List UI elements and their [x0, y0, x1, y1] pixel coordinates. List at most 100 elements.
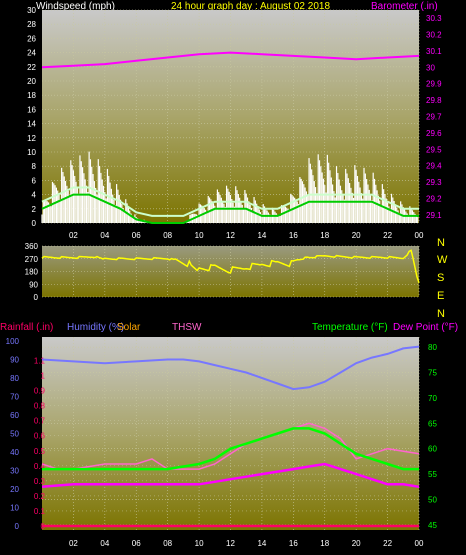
left-tick-label: 24 [27, 49, 36, 58]
x-tick-label: 18 [320, 539, 329, 548]
rain-tick-label: 1 [41, 372, 46, 381]
temperature-line [42, 427, 419, 471]
direction-tick-label: 270 [25, 255, 39, 264]
left-tick-label: 14 [27, 120, 36, 129]
right-tick-label: 29.7 [426, 113, 442, 122]
right-tick-label: 29.5 [426, 145, 442, 154]
humidity-tick-label: 30 [10, 467, 19, 476]
rain-tick-label: 0.6 [34, 432, 46, 441]
temp-tick-label: 70 [428, 394, 437, 403]
right-tick-label: 30.2 [426, 31, 442, 40]
compass-direction-label: W [437, 254, 448, 266]
right-tick-label: 30.1 [426, 47, 442, 56]
x-tick-label: 04 [100, 231, 109, 240]
humidity-line [41, 345, 420, 391]
rain-tick-label: 0.2 [34, 492, 46, 501]
left-tick-label: 0 [32, 219, 37, 228]
x-tick-label: 02 [69, 539, 78, 548]
left-tick-label: 18 [27, 91, 36, 100]
x-tick-label: 04 [100, 539, 109, 548]
barometer-line [41, 51, 420, 69]
right-tick-label: 29.6 [426, 129, 442, 138]
humidity-tick-label: 0 [15, 522, 20, 531]
compass-direction-label: S [437, 272, 444, 284]
x-tick-label: 08 [163, 231, 172, 240]
left-tick-label: 22 [27, 63, 36, 72]
x-tick-label: 16 [289, 231, 298, 240]
left-tick-label: 8 [32, 162, 37, 171]
right-tick-label: 30 [426, 63, 435, 72]
direction-tick-label: 180 [25, 268, 39, 277]
rain-tick-label: 0.4 [34, 462, 46, 471]
x-tick-label: 12 [226, 231, 235, 240]
x-tick-label: 22 [383, 539, 392, 548]
left-tick-label: 4 [32, 191, 37, 200]
temp-tick-label: 80 [428, 343, 437, 352]
left-tick-label: 2 [32, 205, 37, 214]
temp-tick-label: 65 [428, 419, 437, 428]
humidity-tick-label: 40 [10, 448, 19, 457]
dewpoint-line [41, 462, 420, 489]
right-tick-label: 29.4 [426, 162, 442, 171]
legend-item: Dew Point (°F) [393, 322, 458, 333]
x-tick-label: 14 [257, 231, 266, 240]
right-tick-label: 30.3 [426, 14, 442, 23]
left-tick-label: 10 [27, 148, 36, 157]
barometer-axis-title: Barometer (.in) [371, 1, 438, 12]
temp-tick-label: 75 [428, 369, 437, 378]
x-tick-label: 08 [163, 539, 172, 548]
wind-average-line [41, 193, 419, 224]
legend-item: Humidity (%) [67, 322, 124, 333]
wind-gust-line [41, 186, 419, 217]
humidity-tick-label: 60 [10, 411, 19, 420]
rain-tick-label: 0.8 [34, 402, 46, 411]
x-tick-label: 10 [195, 539, 204, 548]
humidity-tick-label: 100 [6, 337, 20, 346]
left-tick-label: 6 [32, 176, 37, 185]
rain-tick-label: 0.7 [34, 417, 46, 426]
x-tick-label: 16 [289, 539, 298, 548]
right-tick-label: 29.3 [426, 178, 442, 187]
rain-tick-label: 0.3 [34, 477, 46, 486]
right-tick-label: 29.8 [426, 96, 442, 105]
legend-item: THSW [172, 322, 202, 333]
x-tick-label: 10 [195, 231, 204, 240]
right-tick-label: 29.2 [426, 194, 442, 203]
humidity-tick-label: 90 [10, 356, 19, 365]
left-tick-label: 26 [27, 34, 36, 43]
right-tick-label: 29.9 [426, 80, 442, 89]
rain-tick-label: 1.1 [34, 357, 46, 366]
x-tick-label: 02 [69, 231, 78, 240]
legend-item: Solar [117, 322, 141, 333]
x-tick-label: 14 [257, 539, 266, 548]
humidity-tick-label: 20 [10, 485, 19, 494]
x-tick-label: 22 [383, 231, 392, 240]
x-tick-label: 20 [352, 231, 361, 240]
rain-tick-label: 0.5 [34, 447, 46, 456]
wind-direction-line [41, 249, 420, 284]
temp-tick-label: 45 [428, 521, 437, 530]
left-tick-label: 30 [27, 6, 36, 15]
compass-direction-label: N [437, 308, 445, 320]
windspeed-axis-title: Windspeed (mph) [36, 1, 115, 12]
humidity-tick-label: 10 [10, 504, 19, 513]
humidity-tick-label: 80 [10, 374, 19, 383]
temp-tick-label: 55 [428, 470, 437, 479]
left-tick-label: 28 [27, 20, 36, 29]
chart-title: 24 hour graph day : August 02 2018 [171, 1, 330, 12]
temp-tick-label: 50 [428, 496, 437, 505]
x-tick-label: 12 [226, 539, 235, 548]
legend-item: Temperature (°F) [312, 322, 388, 333]
right-tick-label: 29.1 [426, 211, 442, 220]
temp-tick-label: 60 [428, 445, 437, 454]
rain-tick-label: 0.9 [34, 387, 46, 396]
humidity-tick-label: 70 [10, 393, 19, 402]
x-tick-label: 18 [320, 231, 329, 240]
x-tick-label: 20 [352, 539, 361, 548]
compass-direction-label: E [437, 290, 444, 302]
direction-tick-label: 0 [34, 293, 39, 302]
rain-tick-label: 0.1 [34, 507, 46, 516]
legend-item: Rainfall (.in) [0, 322, 53, 333]
